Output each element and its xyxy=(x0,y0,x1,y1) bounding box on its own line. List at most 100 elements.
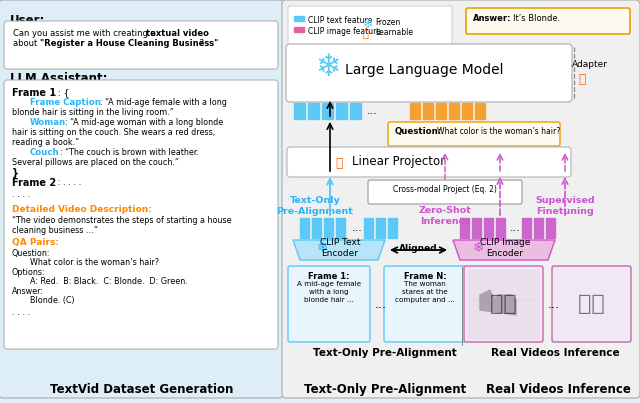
FancyBboxPatch shape xyxy=(4,80,278,349)
Text: 🔥: 🔥 xyxy=(335,157,342,170)
Text: Linear Projector: Linear Projector xyxy=(352,155,445,168)
Text: Aligned: Aligned xyxy=(399,244,437,253)
Text: What color is the woman’s hair?: What color is the woman’s hair? xyxy=(437,127,560,136)
Text: Frame 2: Frame 2 xyxy=(12,178,56,188)
Bar xyxy=(322,103,333,119)
Text: Frame 1: Frame 1 xyxy=(12,88,56,98)
FancyBboxPatch shape xyxy=(288,266,370,342)
Text: CLIP image feature: CLIP image feature xyxy=(308,27,381,36)
Text: : {: : { xyxy=(55,88,69,97)
Text: ❄: ❄ xyxy=(473,241,484,255)
Text: ?: ? xyxy=(197,39,204,48)
Text: 🔥: 🔥 xyxy=(363,28,369,38)
Bar xyxy=(472,218,481,238)
Text: Frozen: Frozen xyxy=(375,18,400,27)
Bar xyxy=(364,218,373,238)
FancyBboxPatch shape xyxy=(384,266,466,342)
Text: TextVid Dataset Generation: TextVid Dataset Generation xyxy=(51,383,234,396)
Text: Text-Only
Pre-Alignment: Text-Only Pre-Alignment xyxy=(276,196,353,216)
Text: ❄: ❄ xyxy=(315,54,340,83)
Text: 🧑‍💻: 🧑‍💻 xyxy=(490,294,516,314)
Bar xyxy=(336,103,347,119)
Text: Frame N:: Frame N: xyxy=(404,272,446,281)
Text: Real Videos Inference: Real Videos Inference xyxy=(486,383,630,396)
Text: . . . .: . . . . xyxy=(12,190,30,199)
Text: A mid-age female
with a long
blonde hair ...: A mid-age female with a long blonde hair… xyxy=(297,281,361,303)
Bar xyxy=(534,218,543,238)
Bar xyxy=(410,103,420,119)
Bar xyxy=(462,103,472,119)
Text: cleaning business …”: cleaning business …” xyxy=(12,226,98,235)
Bar xyxy=(300,218,309,238)
Text: Options:: Options: xyxy=(12,268,45,277)
FancyBboxPatch shape xyxy=(368,180,522,204)
Text: Supervised
Finetuning: Supervised Finetuning xyxy=(535,196,595,216)
Text: : “The couch is brown with leather.: : “The couch is brown with leather. xyxy=(60,148,199,157)
Bar xyxy=(475,103,485,119)
Text: Zero-Shot
Inference: Zero-Shot Inference xyxy=(419,206,472,226)
Polygon shape xyxy=(480,290,516,315)
Text: "Register a House Cleaning Business": "Register a House Cleaning Business" xyxy=(40,39,218,48)
Bar xyxy=(449,103,459,119)
Bar xyxy=(484,218,493,238)
Text: Frame 1:: Frame 1: xyxy=(308,272,349,281)
Polygon shape xyxy=(293,240,385,260)
Text: : . . . .: : . . . . xyxy=(55,178,81,187)
Text: Answer:: Answer: xyxy=(12,287,44,296)
Bar xyxy=(294,103,305,119)
Bar xyxy=(324,218,333,238)
Bar xyxy=(294,16,304,21)
Text: . . . .: . . . . xyxy=(12,308,30,317)
Text: Question:: Question: xyxy=(12,249,51,258)
Text: Adapter: Adapter xyxy=(572,60,608,69)
Bar xyxy=(308,103,319,119)
Text: : “A mid-age woman with a long blonde: : “A mid-age woman with a long blonde xyxy=(65,118,223,127)
Text: hair is sitting on the couch. She wears a red dress,: hair is sitting on the couch. She wears … xyxy=(12,128,215,137)
Text: ...: ... xyxy=(352,223,363,233)
Text: }: } xyxy=(12,168,19,178)
Bar xyxy=(522,218,531,238)
Text: Large Language Model: Large Language Model xyxy=(345,63,504,77)
Text: Question:: Question: xyxy=(395,127,442,136)
Bar xyxy=(546,218,555,238)
Text: Blonde. (C): Blonde. (C) xyxy=(30,296,75,305)
Text: about: about xyxy=(13,39,40,48)
FancyBboxPatch shape xyxy=(287,147,571,177)
Text: : “A mid-age female with a long: : “A mid-age female with a long xyxy=(100,98,227,107)
Text: CLIP Image
Encoder: CLIP Image Encoder xyxy=(480,238,530,258)
Text: Text-Only Pre-Alignment: Text-Only Pre-Alignment xyxy=(313,348,457,358)
Bar xyxy=(496,218,505,238)
Bar xyxy=(336,218,345,238)
Text: ❄: ❄ xyxy=(363,18,374,31)
Text: QA Pairs:: QA Pairs: xyxy=(12,238,59,247)
Text: CLIP Text
Encoder: CLIP Text Encoder xyxy=(320,238,360,258)
Bar xyxy=(376,218,385,238)
Bar xyxy=(460,218,469,238)
FancyBboxPatch shape xyxy=(288,6,452,45)
Text: “The video demonstrates the steps of starting a house: “The video demonstrates the steps of sta… xyxy=(12,216,232,225)
Bar xyxy=(312,218,321,238)
Text: Real Videos Inference: Real Videos Inference xyxy=(491,348,620,358)
Text: blonde hair is sitting in the living room.”: blonde hair is sitting in the living roo… xyxy=(12,108,174,117)
FancyBboxPatch shape xyxy=(4,21,278,69)
Text: What color is the woman’s hair?: What color is the woman’s hair? xyxy=(30,258,159,267)
FancyBboxPatch shape xyxy=(282,0,640,398)
Text: Learnable: Learnable xyxy=(375,28,413,37)
Text: textual video: textual video xyxy=(146,29,209,38)
Text: ❄: ❄ xyxy=(317,241,328,255)
Text: 🔥: 🔥 xyxy=(578,73,586,86)
Text: ...: ... xyxy=(510,223,521,233)
FancyBboxPatch shape xyxy=(466,8,630,34)
Text: It’s Blonde.: It’s Blonde. xyxy=(513,14,560,23)
FancyBboxPatch shape xyxy=(464,266,543,342)
Text: Can you assist me with creating a: Can you assist me with creating a xyxy=(13,29,158,38)
Text: ...: ... xyxy=(548,297,560,310)
Text: User:: User: xyxy=(10,14,45,27)
Text: ...: ... xyxy=(375,297,387,310)
Bar xyxy=(423,103,433,119)
Text: CLIP text feature: CLIP text feature xyxy=(308,16,372,25)
Text: Frame Caption: Frame Caption xyxy=(30,98,101,107)
FancyBboxPatch shape xyxy=(0,0,283,398)
Text: Woman: Woman xyxy=(30,118,66,127)
Polygon shape xyxy=(453,240,555,260)
